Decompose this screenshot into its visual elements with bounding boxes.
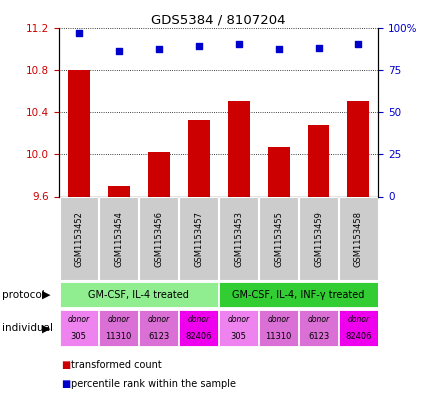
Text: donor: donor [107, 315, 129, 324]
Text: 82406: 82406 [345, 332, 371, 341]
Bar [267, 147, 289, 196]
Bar [139, 310, 178, 346]
Text: donor: donor [347, 315, 368, 324]
Bar [139, 197, 178, 280]
Bar [339, 197, 377, 280]
Text: GSM1153454: GSM1153454 [114, 211, 123, 267]
Text: GSM1153455: GSM1153455 [273, 211, 283, 267]
Bar [187, 120, 209, 196]
Point [274, 46, 281, 53]
Text: ▶: ▶ [42, 323, 51, 333]
Text: transformed count: transformed count [71, 360, 161, 371]
Bar [347, 101, 368, 196]
Bar [59, 282, 217, 307]
Bar [219, 310, 257, 346]
Text: ■: ■ [60, 360, 70, 371]
Bar [259, 197, 297, 280]
Text: 305: 305 [230, 332, 246, 341]
Text: GSM1153456: GSM1153456 [154, 211, 163, 267]
Point [234, 41, 241, 48]
Text: ▶: ▶ [42, 290, 51, 300]
Text: donor: donor [147, 315, 169, 324]
Bar [147, 152, 169, 196]
Bar [99, 197, 138, 280]
Point [314, 45, 321, 51]
Text: GM-CSF, IL-4 treated: GM-CSF, IL-4 treated [88, 290, 189, 300]
Bar [227, 101, 249, 196]
Bar [299, 197, 337, 280]
Text: individual: individual [2, 323, 53, 333]
Text: 6123: 6123 [307, 332, 329, 341]
Text: 305: 305 [71, 332, 86, 341]
Bar [99, 310, 138, 346]
Text: GSM1153453: GSM1153453 [233, 211, 243, 267]
Bar [59, 310, 98, 346]
Bar [259, 310, 297, 346]
Bar [68, 70, 89, 196]
Point [115, 48, 122, 54]
Text: percentile rank within the sample: percentile rank within the sample [71, 379, 235, 389]
Text: donor: donor [227, 315, 249, 324]
Bar [299, 310, 337, 346]
Text: 82406: 82406 [185, 332, 211, 341]
Text: ■: ■ [60, 379, 70, 389]
Bar [339, 310, 377, 346]
Bar [307, 125, 329, 196]
Point [75, 29, 82, 36]
Text: donor: donor [68, 315, 89, 324]
Bar [108, 186, 129, 196]
Text: 11310: 11310 [105, 332, 132, 341]
Title: GDS5384 / 8107204: GDS5384 / 8107204 [151, 13, 285, 26]
Text: 11310: 11310 [265, 332, 291, 341]
Text: GM-CSF, IL-4, INF-γ treated: GM-CSF, IL-4, INF-γ treated [232, 290, 364, 300]
Text: protocol: protocol [2, 290, 45, 300]
Text: GSM1153452: GSM1153452 [74, 211, 83, 267]
Bar [59, 197, 98, 280]
Bar [219, 282, 377, 307]
Text: 6123: 6123 [148, 332, 169, 341]
Text: GSM1153459: GSM1153459 [313, 211, 322, 267]
Text: GSM1153457: GSM1153457 [194, 211, 203, 267]
Text: donor: donor [307, 315, 329, 324]
Point [195, 43, 202, 49]
Bar [219, 197, 257, 280]
Text: donor: donor [187, 315, 209, 324]
Point [155, 46, 162, 53]
Bar [179, 310, 217, 346]
Text: GSM1153458: GSM1153458 [353, 211, 362, 267]
Text: donor: donor [267, 315, 289, 324]
Point [354, 41, 361, 48]
Bar [179, 197, 217, 280]
